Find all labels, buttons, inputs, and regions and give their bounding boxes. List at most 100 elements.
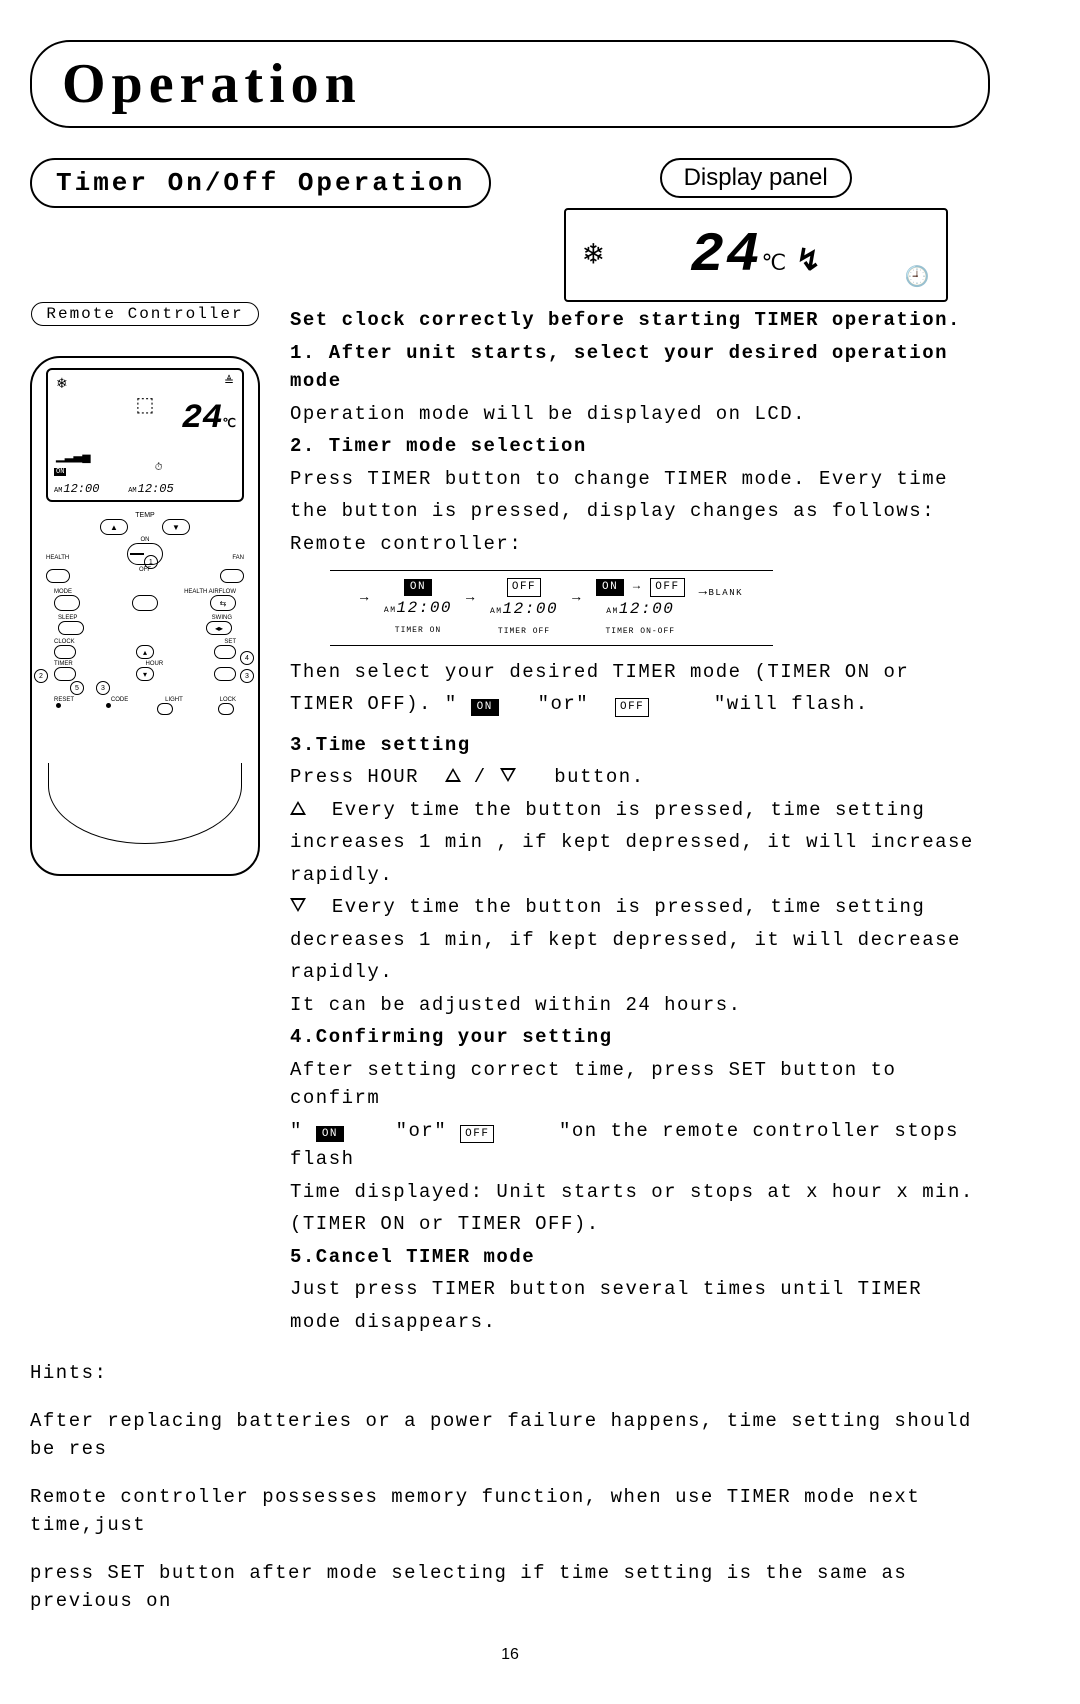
display-unit: ℃	[762, 252, 787, 277]
arrow-icon: →	[466, 588, 476, 609]
mode-off: OFF AM12:00 TIMER OFF	[490, 577, 558, 639]
timeron-sub: TIMER ON	[395, 626, 441, 635]
off-tag: OFF	[507, 578, 541, 597]
person-icon: ↯	[796, 246, 821, 280]
code-button[interactable]	[106, 703, 111, 708]
step1-body: Operation mode will be displayed on LCD.	[290, 400, 990, 429]
timeronoff-sub: TIMER ON-OFF	[605, 627, 675, 636]
remote-body: ❄ ≜ ⬚ ▁▂▃▄ 24℃ ON ⏱ AM12:00 AM12:05 TEMP…	[30, 356, 260, 876]
display-panel-wrap: Display panel ❄ 24℃ ↯ 🕘	[521, 158, 990, 302]
inline-on2: ON	[316, 1126, 344, 1143]
step3f: decreases 1 min, if kept depressed, it w…	[290, 926, 990, 955]
remote-am1: AM	[54, 487, 62, 495]
callout-4: 4	[240, 651, 254, 665]
hints-3: press SET button after mode selecting if…	[30, 1559, 990, 1616]
arrow-icon: →	[572, 588, 582, 609]
lock-button[interactable]	[218, 703, 234, 715]
step5a: Just press TIMER button several times un…	[290, 1275, 990, 1304]
hour-up-button[interactable]: ▴	[136, 645, 154, 659]
inline-off: OFF	[615, 698, 649, 717]
display-panel: ❄ 24℃ ↯ 🕘	[564, 208, 948, 302]
health-button[interactable]	[46, 569, 70, 583]
hints-2: Remote controller possesses memory funct…	[30, 1483, 990, 1540]
step3b: Every time the button is pressed, time s…	[332, 799, 926, 821]
step2d: Then select your desired TIMER mode (TIM…	[290, 658, 990, 687]
hints-1: After replacing batteries or a power fai…	[30, 1407, 990, 1464]
remote-fan-icon: ⬚	[136, 392, 155, 418]
timer-button[interactable]	[54, 667, 76, 681]
page-title: Operation	[62, 52, 958, 116]
step2e: TIMER OFF). "	[290, 693, 458, 715]
instructions: Set clock correctly before starting TIME…	[290, 302, 990, 1340]
step5-title: 5.Cancel TIMER mode	[290, 1243, 990, 1272]
page-number: 16	[30, 1646, 990, 1664]
step3c: increases 1 min , if kept depressed, it …	[290, 828, 990, 857]
step4d: Time displayed: Unit starts or stops at …	[290, 1178, 990, 1207]
remote-bottom-curve	[48, 763, 242, 844]
time3: 12:00	[619, 600, 675, 618]
inline-or2: "or"	[396, 1120, 448, 1142]
display-reading: 24℃ ↯	[690, 223, 821, 287]
step4b: "	[290, 1120, 303, 1142]
temp-down-button[interactable]: ▼	[162, 519, 190, 535]
remote-times: AM12:00 AM12:05	[54, 482, 174, 496]
step1-title: 1. After unit starts, select your desire…	[290, 339, 990, 396]
hour-down-button[interactable]: ▾	[136, 667, 154, 681]
step2a: Press TIMER button to change TIMER mode.…	[290, 465, 990, 494]
remote-am2: AM	[128, 487, 136, 495]
remote-time2: 12:05	[138, 482, 174, 496]
mode-button[interactable]	[54, 595, 80, 611]
step4e: (TIMER ON or TIMER OFF).	[290, 1210, 990, 1239]
callout-5: 5	[70, 681, 84, 695]
time2: 12:00	[503, 600, 559, 618]
step4c: "on the remote controller stops flash	[290, 1120, 959, 1171]
swing-button[interactable]: ◂▸	[206, 621, 232, 635]
step0: Set clock correctly before starting TIME…	[290, 306, 990, 335]
healthairflow-button[interactable]: ⇆	[210, 595, 236, 611]
mode-diagram: → ON AM12:00 TIMER ON → OFF AM12:00 TIME…	[330, 570, 773, 646]
reset-button[interactable]	[56, 703, 61, 708]
timeroff-sub: TIMER OFF	[498, 627, 550, 636]
clock-button[interactable]	[54, 645, 76, 659]
am2: AM	[490, 607, 503, 616]
mode-onoff: ON → OFF AM12:00 TIMER ON-OFF	[596, 577, 685, 639]
step3a-line: Press HOUR / button.	[290, 763, 990, 792]
sleep-button[interactable]	[58, 621, 84, 635]
main-layout: Remote Controller ❄ ≜ ⬚ ▁▂▃▄ 24℃ ON ⏱ AM…	[30, 302, 990, 1340]
inline-or: "or"	[538, 693, 590, 715]
step2c: Remote controller:	[290, 530, 990, 559]
step2-title: 2. Timer mode selection	[290, 432, 990, 461]
triangle-up-icon	[290, 801, 306, 815]
light-button[interactable]	[157, 703, 173, 715]
fan-button[interactable]	[220, 569, 244, 583]
remote-on-text: ON	[54, 468, 66, 476]
time1: 12:00	[397, 599, 453, 617]
extra-button[interactable]	[214, 667, 236, 681]
remote-time1: 12:00	[63, 482, 99, 496]
remote-transmit-icon: ≜	[224, 374, 234, 389]
triangle-down-icon	[500, 768, 516, 782]
step4a: After setting correct time, press SET bu…	[290, 1056, 990, 1113]
remote-buttons: TEMP ▲ ▼ ON OFF HEALTH 1 FAN	[40, 512, 250, 842]
inline-off2: OFF	[460, 1125, 494, 1144]
step4b-line: " ON "or" OFF "on the remote controller …	[290, 1117, 990, 1174]
step2f: "will flash.	[714, 693, 869, 715]
set-button[interactable]	[214, 645, 236, 659]
step3d: rapidly.	[290, 861, 990, 890]
hints-title: Hints:	[30, 1359, 990, 1388]
am1: AM	[384, 606, 397, 615]
arrow-icon: →BLANK	[699, 582, 743, 603]
section-title: Timer On/Off Operation	[30, 158, 491, 208]
step5b: mode disappears.	[290, 1308, 990, 1337]
remote-signal-icon: ▁▂▃▄	[56, 447, 89, 464]
remote-snow-icon: ❄	[56, 376, 68, 393]
health-label: HEALTH	[46, 555, 69, 569]
step3a2: button.	[554, 766, 644, 788]
step3g: rapidly.	[290, 958, 990, 987]
mode-on: ON AM12:00 TIMER ON	[384, 577, 452, 638]
step2e-line: TIMER OFF). " ON "or" OFF "will flash.	[290, 690, 990, 719]
step3e-line: Every time the button is pressed, time s…	[290, 893, 990, 922]
clock-icon: 🕘	[905, 264, 930, 290]
center-button[interactable]	[132, 595, 158, 611]
temp-up-button[interactable]: ▲	[100, 519, 128, 535]
